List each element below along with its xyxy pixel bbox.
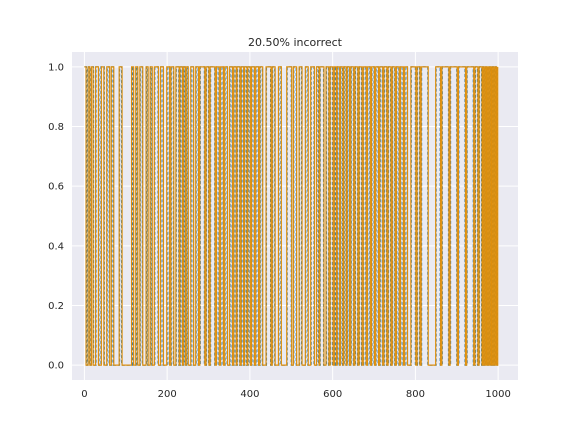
x-tick-label-4: 800 <box>406 389 425 400</box>
y-tick-label-3: 0.6 <box>48 182 64 193</box>
x-tick-label-0: 0 <box>81 389 87 400</box>
x-tick-label-1: 200 <box>158 389 177 400</box>
x-tick-label-2: 400 <box>240 389 259 400</box>
y-tick-label-1: 0.2 <box>48 301 64 312</box>
y-tick-label-0: 0.0 <box>48 361 64 372</box>
x-tick-label-5: 1000 <box>485 389 510 400</box>
x-axis-ticks: 0 200 400 600 800 1000 <box>81 389 511 400</box>
x-tick-label-3: 600 <box>323 389 342 400</box>
y-tick-label-4: 0.8 <box>48 122 64 133</box>
y-axis-ticks: 0.0 0.2 0.4 0.6 0.8 1.0 <box>48 62 64 371</box>
y-tick-label-5: 1.0 <box>48 62 64 73</box>
chart-title: 20.50% incorrect <box>248 36 343 49</box>
y-tick-label-2: 0.4 <box>48 241 64 252</box>
series-layer <box>84 66 499 366</box>
series-line-1 <box>84 66 499 366</box>
